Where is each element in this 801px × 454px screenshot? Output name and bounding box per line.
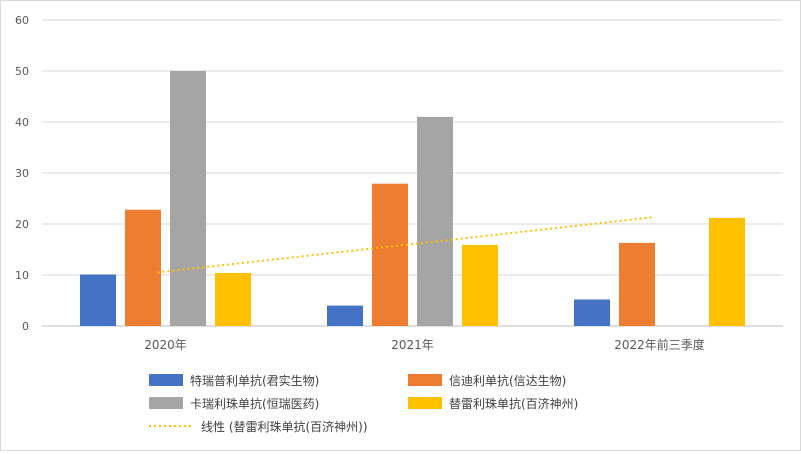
bar-series3-cat2 <box>709 217 745 326</box>
legend-swatch <box>149 374 183 386</box>
legend-swatch <box>408 374 442 386</box>
bar-series0-cat0 <box>80 274 116 326</box>
y-tick-label: 50 <box>15 65 29 78</box>
legend-label: 卡瑞利珠单抗(恒瑞医药) <box>190 396 319 411</box>
legend-item: 替雷利珠单抗(百济神州) <box>408 396 578 411</box>
y-tick-label: 20 <box>15 218 29 231</box>
y-tick-label: 60 <box>15 14 29 27</box>
x-tick-label: 2020年 <box>144 338 187 352</box>
legend-swatch <box>408 397 442 409</box>
y-tick-label: 0 <box>22 320 29 333</box>
y-tick-label: 30 <box>15 167 29 180</box>
bar-series1-cat1 <box>372 183 408 326</box>
bar-series0-cat1 <box>327 305 363 326</box>
bar-series1-cat0 <box>125 209 161 326</box>
legend-swatch <box>149 397 183 409</box>
x-tick-label: 2022年前三季度 <box>614 337 705 352</box>
y-axis-tick-labels: 0 10 20 30 40 50 60 <box>15 14 29 333</box>
legend-label: 替雷利珠单抗(百济神州) <box>449 396 578 411</box>
legend-item-trendline: 线性 (替雷利珠单抗(百济神州)) <box>149 419 368 434</box>
legend-label: 信迪利单抗(信达生物) <box>449 373 566 388</box>
legend: 特瑞普利单抗(君实生物) 信迪利单抗(信达生物) 卡瑞利珠单抗(恒瑞医药) 替雷利珠单… <box>149 373 578 434</box>
legend-label: 线性 (替雷利珠单抗(百济神州)) <box>201 419 368 434</box>
legend-item: 信迪利单抗(信达生物) <box>408 373 566 388</box>
x-axis-tick-labels: 2020年 2021年 2022年前三季度 <box>144 337 705 352</box>
legend-label: 特瑞普利单抗(君实生物) <box>190 373 319 388</box>
bar-series2-cat0 <box>170 71 206 326</box>
legend-item: 卡瑞利珠单抗(恒瑞医药) <box>149 396 319 411</box>
bar-series2-cat1 <box>417 116 453 327</box>
y-tick-label: 40 <box>15 116 29 129</box>
bar-series3-cat0 <box>215 272 251 326</box>
y-tick-label: 10 <box>15 269 29 282</box>
legend-item: 特瑞普利单抗(君实生物) <box>149 373 319 388</box>
x-tick-label: 2021年 <box>391 338 434 352</box>
bars <box>80 71 745 327</box>
bar-series1-cat2 <box>619 242 655 326</box>
gridlines <box>42 19 783 327</box>
bar-series0-cat2 <box>574 299 610 326</box>
bar-series3-cat1 <box>462 244 498 326</box>
